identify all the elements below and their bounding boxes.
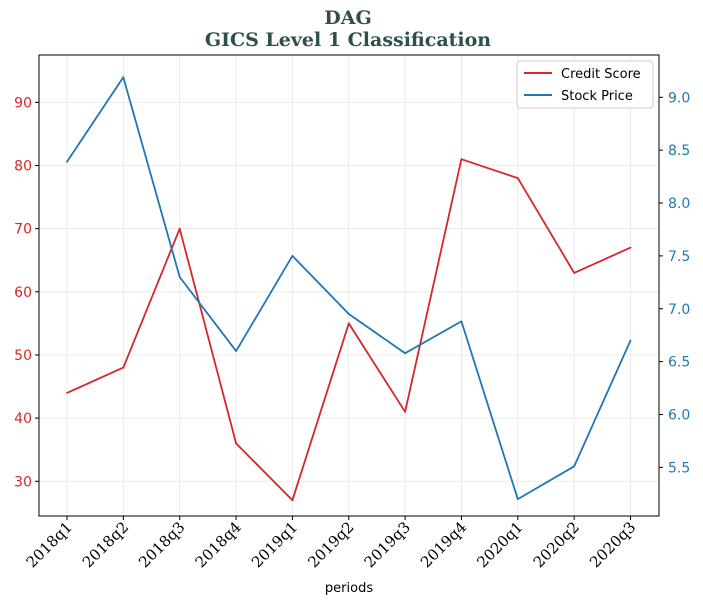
data-point-credit-score <box>460 158 463 161</box>
legend-label-credit-score: Credit Score <box>561 67 641 82</box>
grid-layer <box>39 55 659 516</box>
data-point-credit-score <box>66 391 68 394</box>
data-point-stock-price <box>122 76 125 79</box>
x-tick-label: 2018q1 <box>23 518 76 571</box>
data-point-stock-price <box>404 352 406 355</box>
data-point-credit-score <box>516 177 519 180</box>
data-point-stock-price <box>291 254 294 257</box>
left-tick-label: 90 <box>14 95 32 111</box>
x-axis-label: periods <box>325 581 373 596</box>
right-tick-label: 6.5 <box>668 355 690 371</box>
chart-title: DAG <box>324 7 371 29</box>
x-tick-label: 2018q3 <box>135 518 188 571</box>
chart-subtitle: GICS Level 1 Classification <box>205 29 491 51</box>
data-point-stock-price <box>460 320 463 323</box>
data-point-credit-score <box>291 499 294 502</box>
data-point-credit-score <box>573 271 576 274</box>
x-tick-label: 2020q1 <box>473 518 526 571</box>
right-tick-label: 8.0 <box>668 196 690 212</box>
data-point-stock-price <box>347 313 350 315</box>
x-tick-label: 2019q2 <box>304 518 357 571</box>
left-tick-label: 30 <box>14 474 32 490</box>
right-axis: 5.5 6.0 6.5 7.0 7.5 8.0 8.5 9.0 <box>659 90 690 476</box>
data-point-stock-price <box>66 160 68 163</box>
data-point-credit-score <box>629 246 632 249</box>
left-axis: 30 40 50 60 70 80 90 <box>14 95 39 490</box>
left-tick-label: 50 <box>14 348 32 364</box>
x-tick-label: 2019q3 <box>361 518 414 571</box>
right-tick-label: 6.0 <box>668 407 690 423</box>
series-layer <box>66 76 632 502</box>
x-tick-label: 2020q2 <box>530 518 583 571</box>
data-point-stock-price <box>178 276 181 278</box>
data-point-credit-score <box>347 322 350 325</box>
data-point-stock-price <box>629 339 632 342</box>
data-point-credit-score <box>235 442 237 445</box>
data-point-stock-price <box>516 498 519 500</box>
legend: Credit Score Stock Price <box>516 60 654 109</box>
x-tick-label: 2019q1 <box>248 518 301 571</box>
x-tick-label: 2019q4 <box>417 518 470 571</box>
data-point-stock-price <box>235 350 237 352</box>
x-tick-label: 2020q3 <box>586 518 639 571</box>
data-point-stock-price <box>573 465 576 468</box>
data-point-credit-score <box>178 227 181 230</box>
x-axis: 2018q1 2018q2 2018q3 2018q4 2019q1 2019q2 2019… <box>23 516 639 571</box>
data-point-credit-score <box>122 366 125 369</box>
right-tick-label: 9.0 <box>668 90 690 106</box>
x-tick-label: 2018q4 <box>192 518 245 571</box>
left-tick-label: 80 <box>14 159 32 175</box>
left-tick-label: 70 <box>14 222 32 238</box>
left-tick-label: 40 <box>14 411 32 427</box>
right-tick-label: 8.5 <box>668 143 690 159</box>
legend-label-stock-price: Stock Price <box>561 89 633 104</box>
x-tick-label: 2018q2 <box>79 518 132 571</box>
right-tick-label: 7.0 <box>668 302 690 318</box>
right-tick-label: 5.5 <box>668 460 690 476</box>
right-tick-label: 7.5 <box>668 249 690 265</box>
left-tick-label: 60 <box>14 285 32 301</box>
data-point-credit-score <box>404 410 406 413</box>
